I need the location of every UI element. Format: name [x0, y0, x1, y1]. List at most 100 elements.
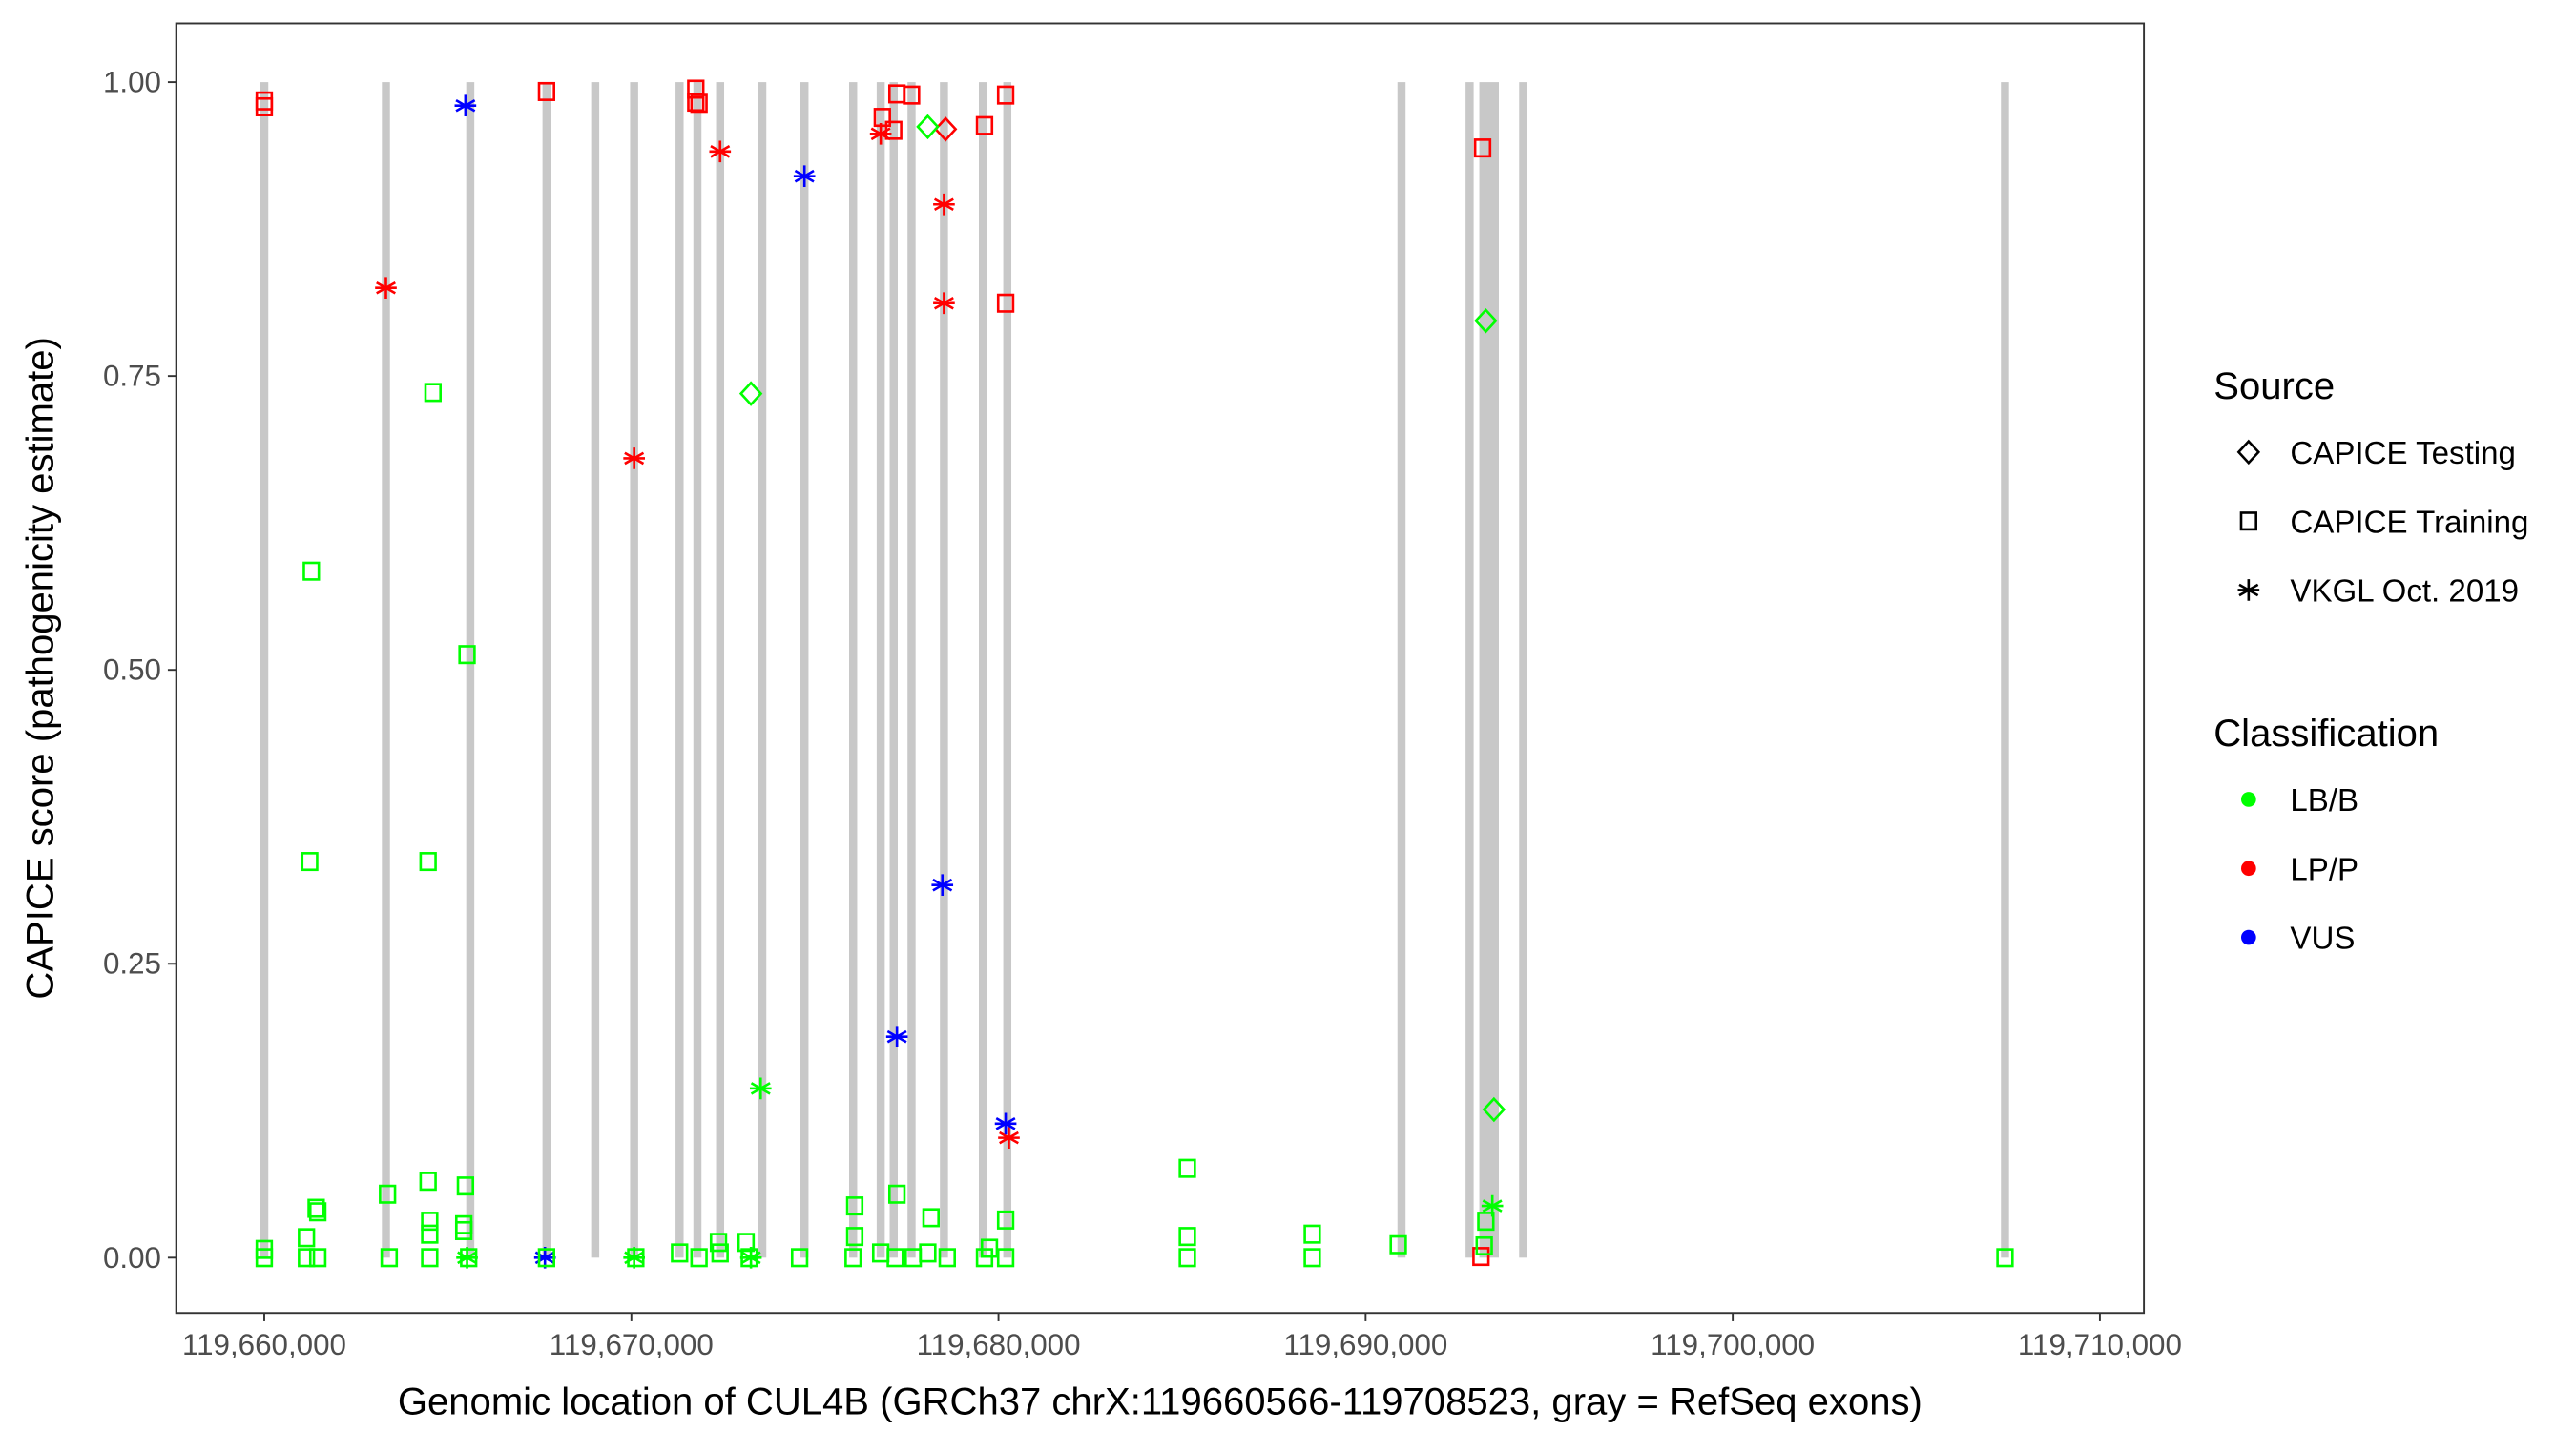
exon-band: [940, 82, 948, 1258]
asterisk-marker: [456, 1246, 478, 1269]
legend-class-key: [2241, 792, 2256, 807]
data-point: [737, 1233, 756, 1253]
square-marker: [2239, 511, 2257, 531]
x-axis: 119,660,000 119,670,000 119,680,000 119,690…: [182, 1313, 2182, 1361]
data-point: [793, 165, 816, 187]
data-point: [375, 277, 397, 300]
data-point: [460, 1248, 478, 1268]
square-marker: [1303, 1224, 1321, 1244]
square-marker: [996, 1210, 1015, 1230]
square-marker: [255, 1248, 274, 1268]
asterisk-marker: [1481, 1194, 1504, 1217]
data-point: [458, 645, 476, 665]
legend-source-label: CAPICE Training: [2290, 505, 2528, 540]
data-point: [998, 1127, 1020, 1149]
square-marker: [456, 1176, 475, 1196]
square-marker: [1475, 1235, 1493, 1256]
square-marker: [845, 1196, 864, 1216]
x-tick-label: 119,710,000: [2018, 1328, 2182, 1361]
data-point: [749, 1077, 772, 1100]
data-point: [975, 115, 994, 135]
square-marker: [1178, 1158, 1196, 1178]
data-point: [690, 1248, 708, 1268]
data-point: [1178, 1248, 1196, 1268]
square-marker: [671, 1243, 689, 1263]
legend-classification-title: Classification: [2213, 713, 2439, 755]
square-marker: [1477, 1212, 1495, 1232]
diamond-marker: [2236, 439, 2261, 466]
data-point: [738, 381, 763, 406]
asterisk-marker: [749, 1077, 772, 1100]
data-point: [887, 1184, 906, 1204]
asterisk-marker: [793, 165, 816, 187]
legend-source-label: CAPICE Testing: [2290, 436, 2516, 471]
y-tick-label: 0.75: [103, 360, 161, 393]
exon-band: [382, 82, 390, 1258]
data-point: [931, 874, 954, 897]
square-marker: [687, 79, 705, 99]
data-point: [1303, 1248, 1321, 1268]
data-point: [869, 122, 892, 145]
exon-band: [1479, 82, 1499, 1258]
diamond-marker: [1482, 1096, 1506, 1123]
square-marker: [255, 96, 274, 116]
data-point: [1303, 1224, 1321, 1244]
data-point: [845, 1196, 864, 1216]
square-marker: [975, 115, 994, 135]
asterisk-marker: [454, 94, 477, 117]
data-point: [996, 1210, 1015, 1230]
x-tick-label: 119,690,000: [1283, 1328, 1447, 1361]
exon-band: [542, 82, 551, 1258]
data-point: [994, 1112, 1017, 1135]
asterisk-marker: [533, 1246, 556, 1269]
data-point: [844, 1248, 862, 1268]
data-point: [379, 1184, 397, 1204]
data-point: [454, 1220, 473, 1240]
square-marker: [627, 1248, 645, 1268]
data-point: [421, 1212, 439, 1232]
square-marker: [298, 1248, 316, 1268]
square-marker: [996, 85, 1015, 105]
x-tick-label: 119,660,000: [182, 1328, 346, 1361]
square-marker: [690, 93, 708, 114]
data-point: [454, 94, 477, 117]
data-point: [421, 1224, 439, 1244]
square-marker: [421, 1212, 439, 1232]
exon-band: [716, 82, 725, 1258]
dot-marker: [2241, 792, 2256, 807]
square-marker: [919, 1243, 937, 1263]
exon-band: [876, 82, 885, 1258]
y-tick-label: 0.00: [103, 1241, 161, 1275]
data-point: [933, 292, 955, 315]
y-axis: 0.00 0.25 0.50 0.75 1.00: [103, 66, 177, 1275]
data-point: [255, 1248, 274, 1268]
data-point: [301, 852, 319, 872]
exon-band: [1519, 82, 1527, 1258]
data-points: [255, 79, 2014, 1269]
data-point: [419, 852, 437, 872]
exon-band: [1397, 82, 1406, 1258]
data-point: [873, 108, 891, 128]
exon-band: [630, 82, 638, 1258]
square-marker: [711, 1243, 729, 1263]
data-point: [885, 1026, 908, 1047]
asterisk-marker: [994, 1112, 1017, 1135]
exon-band: [1003, 82, 1012, 1258]
square-marker: [938, 1248, 956, 1268]
diamond-marker: [933, 116, 958, 142]
legend: Source CAPICE Testing CAPICE Training VKGL…: [2213, 365, 2528, 957]
data-point: [1477, 1212, 1495, 1232]
data-point: [421, 1248, 439, 1268]
data-point: [1996, 1248, 2014, 1268]
square-marker: [298, 1228, 316, 1248]
data-point: [1473, 138, 1492, 158]
x-tick-label: 119,670,000: [550, 1328, 714, 1361]
square-marker: [307, 1198, 325, 1218]
data-point: [709, 1233, 728, 1253]
data-point: [623, 1246, 645, 1269]
exon-bands: [260, 82, 2009, 1258]
square-marker: [790, 1248, 809, 1268]
data-point: [916, 114, 940, 140]
asterisk-marker: [709, 140, 732, 163]
